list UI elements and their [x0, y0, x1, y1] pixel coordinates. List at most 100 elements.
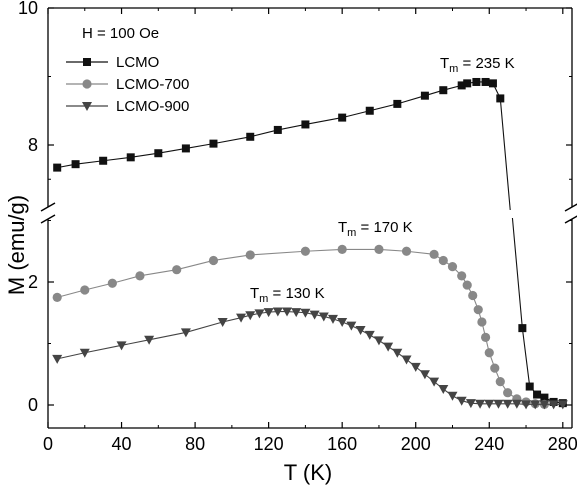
data-point [502, 399, 513, 409]
x-tick-label: 280 [548, 434, 577, 454]
data-point [355, 325, 366, 335]
data-point [410, 362, 421, 372]
x-tick-label: 120 [254, 434, 284, 454]
data-point [209, 139, 218, 148]
x-axis-label: T (K) [284, 460, 332, 485]
legend-label: LCMO-700 [116, 76, 189, 93]
data-point [484, 399, 495, 409]
data-point [282, 307, 293, 317]
data-point [463, 79, 472, 88]
data-point [327, 314, 338, 324]
data-point [154, 149, 163, 158]
data-point [393, 99, 402, 108]
data-point [116, 341, 127, 351]
series-line [57, 81, 511, 211]
y-tick-label: 0 [28, 395, 38, 415]
x-tick-label: 80 [185, 434, 205, 454]
data-point [488, 79, 497, 88]
data-point [80, 285, 90, 295]
tm-annotation: Tm = 170 K [338, 219, 413, 239]
data-point [465, 399, 476, 409]
data-point [392, 348, 403, 358]
data-point [99, 156, 108, 165]
data-point [480, 332, 491, 342]
data-point [126, 153, 135, 162]
data-point [346, 321, 357, 331]
data-point [438, 385, 449, 395]
data-point [420, 91, 429, 100]
data-point [300, 308, 311, 318]
data-point [365, 106, 374, 115]
data-point [301, 120, 310, 129]
data-point [217, 317, 228, 327]
data-point [181, 144, 190, 153]
legend-label: LCMO-900 [116, 98, 189, 115]
data-point [457, 271, 467, 281]
data-point [493, 399, 504, 409]
data-point [52, 354, 63, 364]
legend-marker [82, 79, 92, 89]
legend-marker [83, 58, 91, 66]
data-point [456, 396, 467, 406]
data-point [374, 244, 384, 255]
data-point [557, 400, 568, 410]
data-point [272, 307, 283, 317]
data-point [468, 290, 478, 301]
data-point [383, 342, 394, 352]
data-point [300, 246, 311, 256]
series-line [57, 310, 563, 405]
data-point [263, 308, 274, 318]
data-point [521, 400, 532, 410]
y-axis-label: M (emu/g) [4, 195, 29, 295]
axis-break-mark [564, 203, 577, 212]
data-point [144, 335, 155, 345]
data-point [525, 382, 534, 391]
y-tick-label: 2 [28, 272, 38, 292]
data-point [429, 249, 439, 259]
plot-layer [52, 77, 568, 410]
data-point [496, 94, 505, 103]
data-point [457, 81, 466, 90]
tm-annotation: Tm = 130 K [250, 285, 325, 305]
x-tick-label: 160 [327, 434, 357, 454]
x-tick-label: 40 [112, 434, 132, 454]
data-point [401, 355, 412, 365]
data-point [107, 278, 117, 288]
data-point [473, 305, 483, 315]
data-point [484, 348, 494, 358]
data-point [79, 348, 90, 358]
series-line [57, 248, 545, 405]
data-point [172, 265, 182, 275]
data-point [338, 113, 347, 122]
x-tick-label: 0 [43, 434, 53, 454]
axis-break-mark [40, 202, 56, 212]
data-point [246, 132, 255, 141]
data-point [419, 370, 430, 380]
y-tick-label: 10 [18, 0, 38, 18]
data-point [429, 377, 440, 387]
x-tick-label: 200 [401, 434, 431, 454]
data-point [490, 363, 500, 373]
data-point [309, 310, 320, 320]
data-point [548, 400, 559, 410]
data-point [539, 400, 550, 410]
data-point [401, 246, 412, 256]
data-point [364, 330, 375, 340]
data-point [540, 393, 549, 402]
data-point [208, 255, 219, 266]
data-point [511, 399, 522, 409]
data-point [236, 313, 247, 323]
data-point [337, 317, 348, 327]
series-line [511, 217, 563, 404]
data-point [475, 399, 486, 409]
data-point [245, 250, 255, 260]
data-point [291, 308, 302, 318]
data-point [254, 309, 265, 319]
axis-break-mark [40, 214, 56, 224]
data-point [447, 391, 458, 401]
data-point [71, 160, 80, 169]
x-tick-label: 240 [474, 434, 504, 454]
data-point [447, 262, 458, 272]
y-tick-label: 8 [28, 135, 38, 155]
